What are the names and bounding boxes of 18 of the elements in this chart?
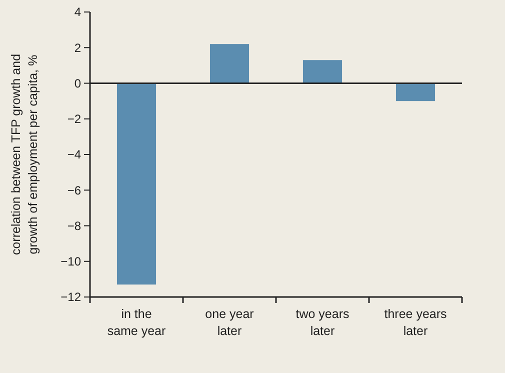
x-tick-label: two years later (296, 307, 350, 338)
y-tick-label: −8 (67, 218, 82, 233)
y-tick-label: −10 (60, 254, 82, 269)
y-tick-label: 2 (74, 40, 82, 55)
y-axis-title: correlation between TFP growth and growth of employment per capita, % (9, 54, 40, 256)
y-tick-label: 4 (74, 5, 82, 20)
bar (302, 60, 342, 84)
y-tick-label: 0 (74, 76, 82, 90)
x-tick-label: in the same year (107, 307, 166, 338)
bar (210, 44, 250, 84)
y-tick-label: −12 (60, 290, 82, 304)
x-tick-label: three years later (384, 307, 447, 338)
bar (396, 83, 436, 102)
bar (116, 83, 156, 285)
x-tick-label: one year later (205, 307, 254, 338)
y-tick-label: −2 (67, 112, 82, 126)
y-tick-label: −6 (67, 183, 82, 198)
y-tick-label: −4 (67, 148, 82, 162)
